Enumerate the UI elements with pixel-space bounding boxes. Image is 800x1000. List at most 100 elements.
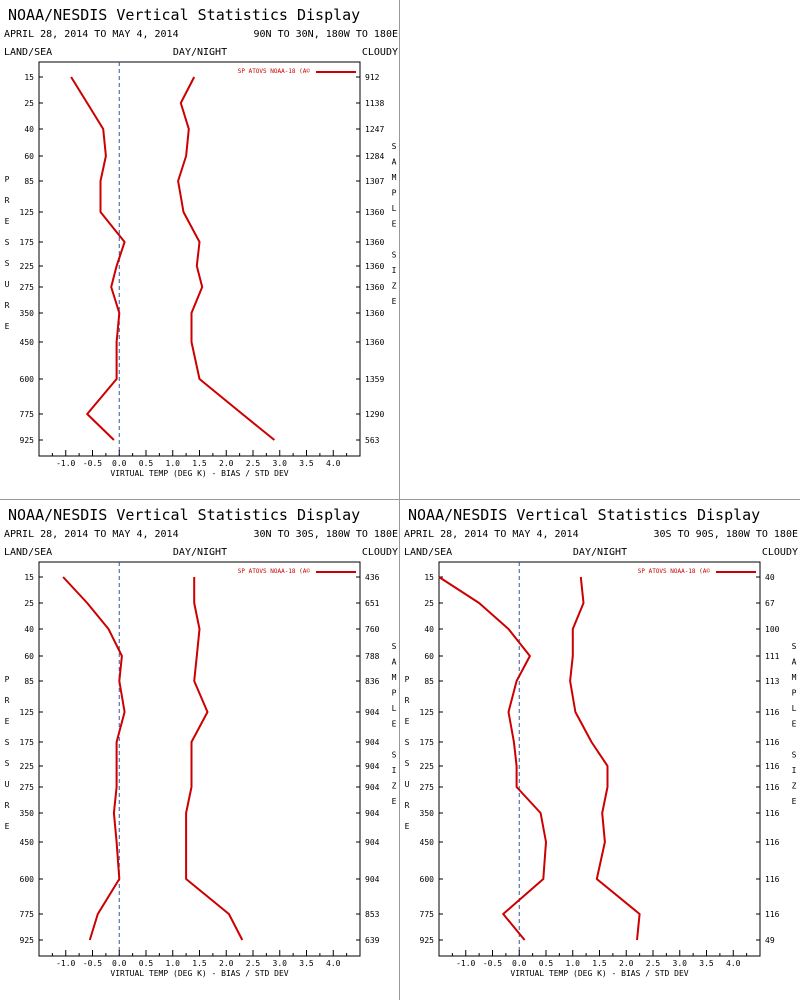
sample-size-label: 904 (365, 809, 380, 818)
sample-size-label: 1247 (365, 125, 384, 134)
x-axis-label: VIRTUAL TEMP (DEG K) - BIAS / STD DEV (510, 969, 688, 978)
x-tick-label: -1.0 (456, 959, 475, 968)
sample-size-label: 1360 (365, 338, 384, 347)
pressure-axis-letter: E (405, 822, 410, 831)
sample-axis-letter: E (392, 720, 397, 729)
pressure-axis-letter: P (5, 175, 10, 184)
pressure-axis-letter: R (405, 696, 410, 705)
pressure-tick-label: 175 (20, 738, 35, 747)
pressure-tick-label: 60 (424, 652, 434, 661)
x-tick-label: 0.0 (112, 959, 127, 968)
pressure-tick-label: 925 (420, 936, 435, 945)
sample-size-label: 1360 (365, 262, 384, 271)
date-range: APRIL 28, 2014 TO MAY 4, 2014 (4, 529, 179, 540)
sample-size-label: 116 (765, 708, 780, 717)
pressure-axis-letter: R (5, 301, 10, 310)
sample-axis-letter: L (792, 704, 797, 713)
pressure-tick-label: 60 (24, 152, 34, 161)
pressure-tick-label: 85 (424, 677, 434, 686)
pressure-axis-letter: E (5, 322, 10, 331)
pressure-axis-letter: S (405, 738, 410, 747)
pressure-tick-label: 125 (20, 708, 35, 717)
x-tick-label: 3.0 (273, 459, 288, 468)
pressure-tick-label: 40 (24, 125, 34, 134)
pressure-tick-label: 925 (20, 436, 35, 445)
pressure-axis-letter: S (5, 759, 10, 768)
sample-size-label: 67 (765, 599, 775, 608)
sample-axis-letter: P (392, 689, 397, 698)
x-tick-label: 4.0 (726, 959, 741, 968)
x-tick-label: 3.0 (273, 959, 288, 968)
x-tick-label: 2.0 (219, 959, 234, 968)
sample-size-label: 1290 (365, 410, 384, 419)
sample-axis-letter: P (792, 689, 797, 698)
sample-axis-letter: E (792, 797, 797, 806)
day-night-label: DAY/NIGHT (173, 547, 227, 558)
sample-size-label: 904 (365, 762, 380, 771)
pressure-tick-label: 15 (24, 573, 34, 582)
date-range: APRIL 28, 2014 TO MAY 4, 2014 (404, 529, 579, 540)
chart-panel-2: NOAA/NESDIS Vertical Statistics Display A… (4, 506, 398, 978)
sample-size-label: 116 (765, 910, 780, 919)
x-tick-label: 2.5 (246, 959, 261, 968)
sample-axis-letter: S (792, 642, 797, 651)
sample-size-label: 111 (765, 652, 780, 661)
sample-size-label: 1359 (365, 375, 384, 384)
sample-axis-letter: Z (392, 282, 397, 291)
pressure-axis-letter: P (405, 675, 410, 684)
chart-title: NOAA/NESDIS Vertical Statistics Display (408, 506, 760, 524)
x-tick-label: 0.5 (139, 459, 154, 468)
sample-size-label: 40 (765, 573, 775, 582)
pressure-tick-label: 350 (420, 809, 435, 818)
legend-label: SP ATOVS NOAA-18 (A© (238, 68, 311, 75)
sample-size-label: 904 (365, 708, 380, 717)
bias-series-line (70, 76, 126, 441)
sample-axis-letter: E (392, 220, 397, 229)
x-axis-label: VIRTUAL TEMP (DEG K) - BIAS / STD DEV (110, 469, 288, 478)
x-tick-label: 1.0 (166, 959, 181, 968)
region-label: 90N TO 30N, 180W TO 180E (254, 29, 399, 40)
pressure-tick-label: 775 (20, 410, 35, 419)
bias-series-line (438, 576, 547, 941)
sample-size-label: 116 (765, 838, 780, 847)
sample-axis-letter: S (392, 642, 397, 651)
pressure-tick-label: 225 (420, 762, 435, 771)
pressure-tick-label: 350 (20, 809, 35, 818)
std-dev-series-line (185, 577, 244, 941)
sample-size-label: 116 (765, 738, 780, 747)
pressure-tick-label: 85 (24, 677, 34, 686)
pressure-tick-label: 275 (20, 283, 35, 292)
sample-axis-letter: E (392, 297, 397, 306)
pressure-tick-label: 775 (20, 910, 35, 919)
sample-size-label: 853 (365, 910, 380, 919)
chart-title: NOAA/NESDIS Vertical Statistics Display (8, 506, 360, 524)
sample-axis-letter: A (392, 658, 397, 667)
pressure-tick-label: 350 (20, 309, 35, 318)
sample-size-label: 116 (765, 809, 780, 818)
pressure-axis-letter: E (5, 217, 10, 226)
pressure-tick-label: 60 (24, 652, 34, 661)
sample-axis-letter: I (792, 766, 797, 775)
x-tick-label: 0.5 (539, 959, 554, 968)
pressure-tick-label: 125 (420, 708, 435, 717)
pressure-axis-letter: R (5, 801, 10, 810)
pressure-axis-letter: P (5, 675, 10, 684)
region-label: 30N TO 30S, 180W TO 180E (254, 529, 399, 540)
pressure-axis-letter: U (5, 780, 10, 789)
pressure-tick-label: 600 (20, 375, 35, 384)
pressure-tick-label: 225 (20, 762, 35, 771)
sample-axis-letter: A (392, 158, 397, 167)
sample-size-label: 1360 (365, 238, 384, 247)
x-tick-label: 2.0 (619, 959, 634, 968)
x-tick-label: -0.5 (83, 459, 102, 468)
sample-axis-letter: S (392, 251, 397, 260)
sample-size-label: 904 (365, 875, 380, 884)
pressure-tick-label: 25 (24, 99, 34, 108)
pressure-tick-label: 15 (424, 573, 434, 582)
plot-frame (438, 561, 761, 957)
sample-axis-letter: I (392, 266, 397, 275)
pressure-tick-label: 450 (20, 338, 35, 347)
x-tick-label: 0.0 (512, 959, 527, 968)
chart-title: NOAA/NESDIS Vertical Statistics Display (8, 6, 360, 24)
